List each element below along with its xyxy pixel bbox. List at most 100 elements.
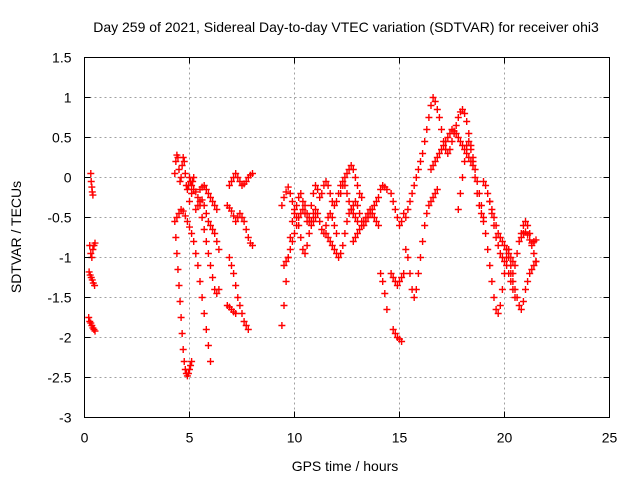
data-point bbox=[446, 130, 454, 137]
data-point bbox=[496, 250, 504, 257]
data-point bbox=[89, 191, 97, 199]
data-point bbox=[438, 126, 445, 133]
data-point bbox=[351, 174, 359, 181]
data-point bbox=[309, 218, 317, 225]
data-point bbox=[389, 274, 397, 281]
data-point bbox=[400, 210, 408, 217]
data-point bbox=[480, 218, 487, 225]
data-point bbox=[232, 170, 240, 177]
data-point bbox=[339, 242, 347, 249]
data-point bbox=[172, 158, 180, 165]
data-point bbox=[347, 206, 355, 213]
data-point bbox=[204, 342, 212, 349]
data-point bbox=[293, 222, 301, 229]
data-point bbox=[230, 270, 238, 277]
data-point bbox=[351, 214, 359, 221]
x-tick-label: 25 bbox=[602, 430, 618, 446]
data-point bbox=[324, 182, 332, 189]
data-point bbox=[459, 106, 466, 113]
data-point bbox=[91, 327, 99, 335]
data-point bbox=[242, 226, 250, 233]
data-point bbox=[431, 98, 439, 105]
data-point bbox=[475, 202, 483, 209]
data-point bbox=[242, 178, 250, 185]
data-point bbox=[322, 230, 330, 237]
data-point bbox=[465, 154, 473, 161]
data-point bbox=[192, 250, 200, 257]
y-tick-label: -0.5 bbox=[47, 210, 71, 226]
data-point bbox=[198, 214, 206, 221]
data-point bbox=[333, 230, 340, 237]
data-point bbox=[282, 278, 290, 285]
data-point bbox=[175, 166, 183, 173]
data-point bbox=[446, 146, 454, 153]
data-point bbox=[412, 286, 420, 293]
data-point bbox=[440, 142, 448, 149]
data-point bbox=[461, 110, 469, 117]
data-point bbox=[528, 266, 536, 273]
data-point bbox=[356, 226, 364, 233]
data-point bbox=[295, 194, 303, 201]
data-point bbox=[414, 270, 422, 277]
data-point bbox=[431, 190, 439, 197]
data-point bbox=[442, 138, 450, 145]
data-point bbox=[180, 158, 188, 165]
data-point bbox=[181, 212, 189, 220]
y-tick-labels: -3 -2.5 -2 -1.5 -1 -0.5 0 0.5 1 1.5 bbox=[47, 50, 71, 426]
data-point bbox=[377, 186, 385, 193]
x-tick-label: 15 bbox=[392, 430, 408, 446]
data-point bbox=[188, 182, 196, 189]
data-point bbox=[417, 254, 424, 261]
data-point bbox=[181, 170, 189, 177]
data-point bbox=[391, 330, 399, 337]
data-point bbox=[448, 138, 456, 145]
data-point bbox=[85, 314, 93, 321]
data-point bbox=[452, 130, 460, 137]
data-point bbox=[87, 250, 95, 257]
data-point bbox=[299, 206, 307, 213]
data-point bbox=[188, 190, 196, 197]
data-point bbox=[396, 222, 403, 229]
data-point bbox=[402, 214, 410, 221]
data-point bbox=[202, 186, 210, 193]
data-point bbox=[490, 214, 498, 221]
data-point bbox=[202, 210, 210, 217]
data-point bbox=[524, 231, 532, 239]
data-point bbox=[498, 254, 506, 261]
data-point bbox=[301, 202, 309, 209]
data-point bbox=[85, 268, 93, 276]
data-point bbox=[286, 234, 294, 241]
data-point bbox=[429, 94, 437, 101]
plot-frame bbox=[84, 57, 610, 418]
data-point bbox=[486, 198, 494, 205]
data-point bbox=[482, 182, 490, 189]
data-point bbox=[291, 210, 298, 217]
data-point bbox=[204, 190, 212, 197]
data-point bbox=[379, 278, 387, 285]
data-point bbox=[496, 234, 504, 241]
data-point bbox=[431, 158, 439, 165]
data-point bbox=[314, 186, 322, 193]
data-point bbox=[202, 326, 210, 333]
data-point bbox=[314, 210, 322, 217]
data-point bbox=[492, 222, 500, 229]
data-point bbox=[284, 254, 292, 261]
data-point bbox=[509, 258, 517, 265]
data-point bbox=[461, 146, 469, 153]
data-point bbox=[519, 298, 527, 305]
data-point bbox=[341, 174, 349, 181]
data-point bbox=[408, 190, 416, 197]
data-point bbox=[91, 282, 99, 289]
data-point bbox=[282, 188, 290, 196]
data-point bbox=[398, 274, 406, 281]
data-point bbox=[178, 330, 186, 337]
data-point bbox=[494, 242, 502, 249]
data-point bbox=[177, 314, 185, 321]
data-point bbox=[177, 174, 185, 181]
data-point bbox=[484, 190, 492, 197]
data-point bbox=[498, 286, 506, 293]
data-point bbox=[515, 238, 523, 245]
y-tick-label: 0.5 bbox=[52, 130, 72, 146]
data-point bbox=[511, 286, 519, 293]
data-point bbox=[349, 166, 357, 173]
